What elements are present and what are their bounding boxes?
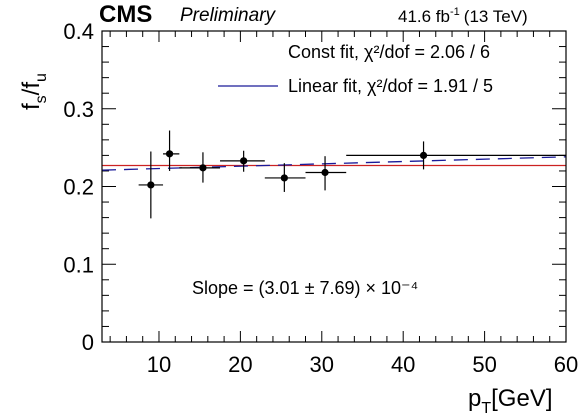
x-title-sub: T — [481, 400, 491, 417]
point-marker — [240, 157, 248, 165]
point-marker — [165, 150, 174, 158]
x-tick-label: 40 — [391, 352, 415, 377]
plot-frame — [101, 30, 567, 343]
x-tick-label: 10 — [147, 352, 171, 377]
x-tick-label: 60 — [554, 352, 578, 377]
legend-const-label: Const fit, χ²/dof = 2.06 / 6 — [288, 42, 490, 62]
data-point — [138, 151, 164, 219]
y-title-sub1: s — [33, 95, 50, 103]
y-tick-label: 0.3 — [63, 97, 94, 122]
legend-linear-label: Linear fit, χ²/dof = 1.91 / 5 — [288, 76, 493, 96]
data-point — [179, 152, 221, 183]
cms-label: CMS — [99, 1, 152, 28]
y-tick-label: 0 — [82, 330, 94, 355]
data-point — [305, 156, 347, 191]
point-marker — [199, 164, 207, 172]
x-title-unit: [GeV] — [491, 385, 552, 412]
data-point — [220, 150, 265, 172]
lumi-value: 41.6 fb — [398, 7, 450, 26]
data-point — [346, 141, 566, 170]
point-marker — [280, 174, 288, 182]
x-tick-label: 20 — [228, 352, 252, 377]
preliminary-label: Preliminary — [180, 5, 277, 26]
linear-fit-line — [101, 156, 567, 171]
data-point — [264, 163, 306, 192]
x-title-main: p — [468, 385, 481, 412]
point-marker — [321, 168, 329, 177]
x-tick-label: 30 — [310, 352, 334, 377]
point-marker — [147, 181, 155, 189]
lumi-energy: (13 TeV) — [464, 7, 528, 26]
point-marker — [419, 151, 428, 159]
slope-annotation: Slope = (3.01 ± 7.69) × 10⁻⁴ — [192, 278, 418, 298]
y-title-slash: /f — [18, 82, 45, 96]
y-title-main: f — [18, 103, 45, 110]
y-tick-label: 0.2 — [63, 175, 94, 200]
x-axis-title: pT[GeV] — [468, 385, 553, 417]
x-tick-label: 50 — [472, 352, 496, 377]
y-tick-label: 0.4 — [63, 19, 94, 44]
y-axis-title: fs/fu — [18, 73, 50, 110]
data-point — [163, 130, 180, 171]
y-tick-label: 0.1 — [63, 252, 94, 277]
lumi-exponent: -1 — [450, 6, 460, 18]
lumi-label: 41.6 fb-1 (13 TeV) — [398, 6, 528, 26]
y-title-sub2: u — [33, 73, 50, 82]
